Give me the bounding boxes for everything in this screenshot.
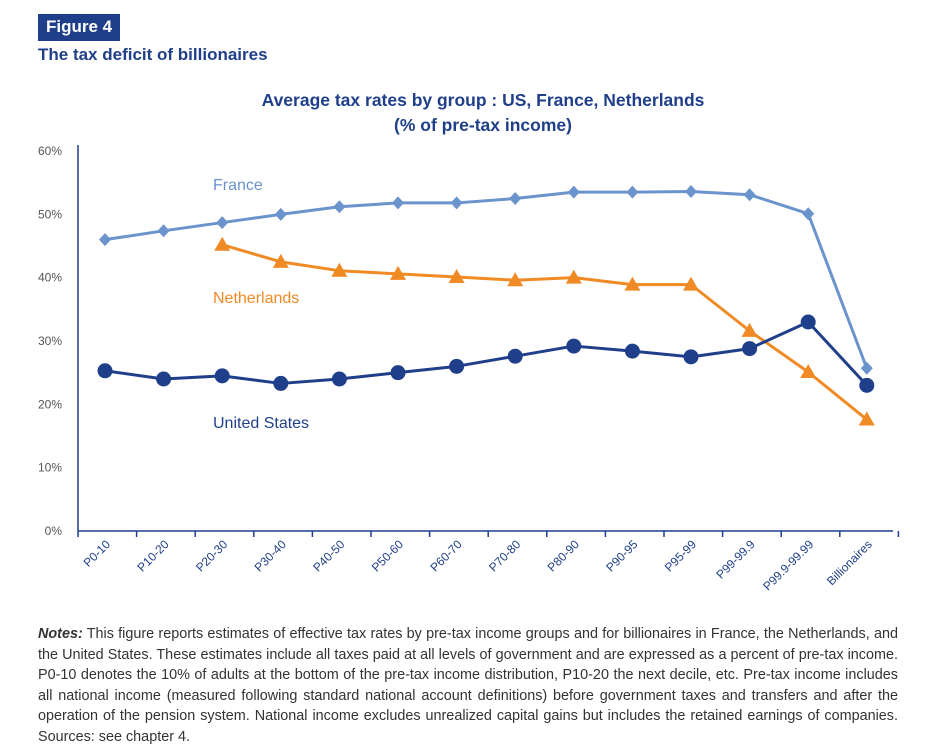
- y-tick-label: 60%: [38, 144, 62, 158]
- y-tick-label: 10%: [38, 461, 62, 475]
- united-states-point: [214, 368, 230, 384]
- united-states-point: [624, 343, 640, 359]
- netherlands-point: [624, 276, 641, 291]
- united-states-point: [800, 314, 816, 330]
- y-tick-label: 0%: [45, 524, 63, 538]
- netherlands-point: [800, 364, 817, 379]
- figure-title: The tax deficit of billionaires: [38, 45, 268, 64]
- netherlands-point: [741, 322, 758, 337]
- x-tick-label: P10-20: [134, 537, 171, 574]
- united-states-series-line: [104, 320, 868, 387]
- notes-label: Notes:: [38, 626, 83, 642]
- netherlands-point: [214, 236, 231, 251]
- france-point: [626, 185, 639, 199]
- france-point: [685, 185, 697, 199]
- france-point: [99, 233, 111, 247]
- x-tick-label: P60-70: [427, 537, 464, 574]
- figure-number: Figure 4: [38, 14, 121, 41]
- united-states-point: [449, 358, 465, 374]
- france-point: [157, 224, 170, 238]
- netherlands-point: [272, 253, 289, 268]
- france-point: [743, 188, 756, 202]
- y-tick-label: 30%: [38, 334, 62, 348]
- france-point: [274, 207, 287, 221]
- france-point: [860, 361, 873, 375]
- netherlands-point: [448, 269, 465, 284]
- united-states-point: [683, 349, 699, 365]
- france-point: [333, 200, 346, 214]
- united-states-point: [97, 363, 113, 379]
- united-states-point: [273, 375, 289, 391]
- united-states-point: [742, 341, 758, 357]
- x-tick-label: P0-10: [81, 537, 114, 570]
- netherlands-point: [390, 265, 406, 280]
- x-tick-label: P30-40: [252, 537, 289, 574]
- chart-title: Average tax rates by group : US, France,…: [262, 90, 705, 110]
- united-states-point: [156, 371, 172, 387]
- netherlands-series-label: Netherlands: [213, 290, 299, 307]
- chart-subtitle: (% of pre-tax income): [394, 115, 572, 135]
- france-point: [509, 192, 522, 205]
- x-tick-label: P20-30: [193, 537, 230, 574]
- notes-text: This figure reports estimates of effecti…: [38, 626, 898, 745]
- united-states-point: [390, 365, 406, 381]
- netherlands-point: [331, 262, 348, 277]
- france-point: [392, 196, 404, 210]
- france-point: [802, 207, 815, 221]
- netherlands-point: [683, 276, 699, 291]
- y-tick-label: 40%: [38, 271, 62, 285]
- line-chart: Average tax rates by group : US, France,…: [38, 90, 900, 593]
- x-tick-label: P80-90: [545, 537, 582, 574]
- france-point: [216, 216, 229, 230]
- france-point: [567, 185, 580, 199]
- netherlands-point: [858, 411, 875, 426]
- x-tick-label: P40-50: [310, 537, 347, 574]
- x-tick-label: P95-99: [662, 537, 699, 574]
- y-tick-label: 50%: [38, 207, 62, 221]
- netherlands-series-line: [221, 243, 868, 421]
- x-tick-label: P90-95: [603, 537, 640, 574]
- x-tick-label: Billionaires: [824, 537, 875, 588]
- united-states-series-label: United States: [213, 415, 309, 432]
- netherlands-point: [565, 269, 582, 284]
- united-states-point: [507, 348, 523, 364]
- netherlands-point: [507, 272, 524, 287]
- x-tick-label: P99-99.9: [713, 537, 758, 582]
- united-states-point: [859, 377, 875, 393]
- france-series-line: [104, 190, 869, 369]
- x-tick-label: P70-80: [486, 537, 523, 574]
- x-tick-label: P99.9-99.99: [760, 537, 816, 593]
- united-states-point: [566, 338, 582, 354]
- france-point: [450, 196, 463, 210]
- united-states-point: [331, 371, 347, 387]
- x-tick-label: P50-60: [369, 537, 406, 574]
- notes: Notes: This figure reports estimates of …: [38, 624, 898, 748]
- y-tick-label: 20%: [38, 397, 62, 411]
- france-series-label: France: [213, 177, 263, 194]
